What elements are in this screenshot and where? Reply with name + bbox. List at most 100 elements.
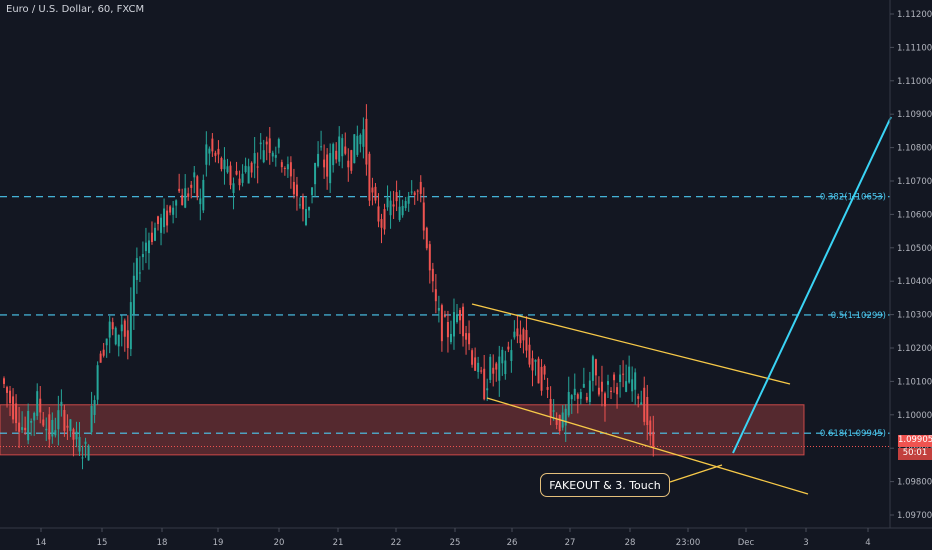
- candle-body: [108, 321, 111, 338]
- candle-body: [72, 429, 75, 440]
- x-tick-label: 20: [274, 538, 285, 548]
- candle-body: [135, 258, 138, 280]
- candle-body: [223, 159, 226, 170]
- candle-body: [492, 367, 495, 374]
- descending-channel: [471, 303, 809, 495]
- candle-body: [585, 396, 588, 401]
- candle-body: [87, 445, 90, 461]
- candle-body: [323, 159, 326, 168]
- candle-body: [634, 372, 637, 390]
- candle-body: [84, 441, 87, 444]
- candle-body: [250, 162, 253, 173]
- y-tick-label: 1.10300: [897, 311, 932, 321]
- candle-body: [480, 370, 483, 372]
- candle-body: [196, 176, 199, 197]
- candle-body: [295, 184, 298, 197]
- candle-body: [332, 144, 335, 166]
- candle-body: [362, 129, 365, 147]
- candle-body: [534, 359, 537, 362]
- candle-body: [622, 373, 625, 375]
- candle-body: [102, 349, 105, 356]
- candle-body: [169, 206, 172, 213]
- candle-body: [60, 401, 63, 406]
- candle-body: [105, 338, 108, 346]
- x-tick-label: 23:00: [676, 538, 701, 548]
- candle-body: [232, 183, 235, 193]
- candle-body: [344, 146, 347, 154]
- candle-body: [628, 366, 631, 383]
- x-tick-label: 3: [803, 538, 808, 548]
- candles: [3, 104, 655, 470]
- support-zone: [0, 404, 805, 456]
- candle-body: [120, 324, 123, 332]
- candle-body: [126, 330, 129, 349]
- candle-body: [531, 358, 534, 371]
- projection-line: [732, 116, 892, 454]
- candle-body: [150, 232, 153, 243]
- candle-body: [298, 204, 301, 206]
- candle-body: [166, 210, 169, 226]
- candle-body: [268, 138, 271, 153]
- y-tick-label: 1.10200: [897, 344, 932, 354]
- candle-body: [184, 188, 187, 208]
- y-tick-label: 1.11100: [897, 43, 932, 53]
- candle-body: [519, 334, 522, 344]
- candle-body: [452, 312, 455, 337]
- candle-body: [280, 162, 283, 168]
- candle-body: [353, 134, 356, 164]
- y-tick-label: 1.10800: [897, 144, 932, 154]
- candle-body: [335, 150, 338, 160]
- candle-body: [54, 430, 57, 436]
- candle-body: [477, 362, 480, 372]
- x-tick-label: 19: [213, 538, 224, 548]
- candle-body: [199, 198, 202, 205]
- candle-body: [30, 421, 33, 423]
- candle-body: [474, 357, 477, 371]
- candle-body: [12, 396, 15, 420]
- candle-body: [69, 419, 72, 432]
- y-tick-label: 1.10500: [897, 244, 932, 254]
- candle-body: [138, 272, 141, 274]
- candle-body: [579, 392, 582, 399]
- candle-body: [117, 334, 120, 347]
- candle-body: [446, 321, 449, 338]
- candle-body: [160, 217, 163, 233]
- candle-body: [513, 331, 516, 338]
- candle-body: [283, 167, 286, 169]
- y-tick-label: 1.10400: [897, 277, 932, 287]
- y-tick-label: 1.09800: [897, 478, 932, 488]
- candle-body: [21, 427, 24, 430]
- candle-body: [416, 190, 419, 192]
- candle-body: [449, 333, 452, 343]
- candle-body: [486, 388, 489, 391]
- candle-body: [96, 365, 99, 400]
- candle-body: [567, 391, 570, 416]
- candle-body: [18, 422, 21, 432]
- candle-body: [383, 209, 386, 230]
- candle-body: [425, 227, 428, 249]
- candle-body: [277, 139, 280, 148]
- x-tick-label: 22: [391, 538, 402, 548]
- candle-body: [377, 206, 380, 222]
- y-tick-label: 1.10600: [897, 210, 932, 220]
- candle-body: [187, 193, 190, 197]
- candle-body: [172, 207, 175, 215]
- y-tick-label: 1.11000: [897, 77, 932, 87]
- candle-body: [504, 360, 507, 375]
- candle-body: [157, 216, 160, 225]
- candle-body: [522, 329, 525, 341]
- countdown-tag: 50:01: [898, 448, 932, 460]
- candle-body: [111, 322, 114, 330]
- candle-body: [6, 387, 9, 393]
- y-tick-label: 1.10900: [897, 110, 932, 120]
- candle-body: [190, 184, 193, 188]
- candle-body: [389, 200, 392, 216]
- candle-body: [591, 356, 594, 381]
- candle-body: [193, 172, 196, 178]
- candle-body: [163, 208, 166, 228]
- candle-body: [99, 353, 102, 363]
- candle-body: [301, 196, 304, 210]
- candle-body: [132, 275, 135, 315]
- candle-body: [640, 402, 643, 405]
